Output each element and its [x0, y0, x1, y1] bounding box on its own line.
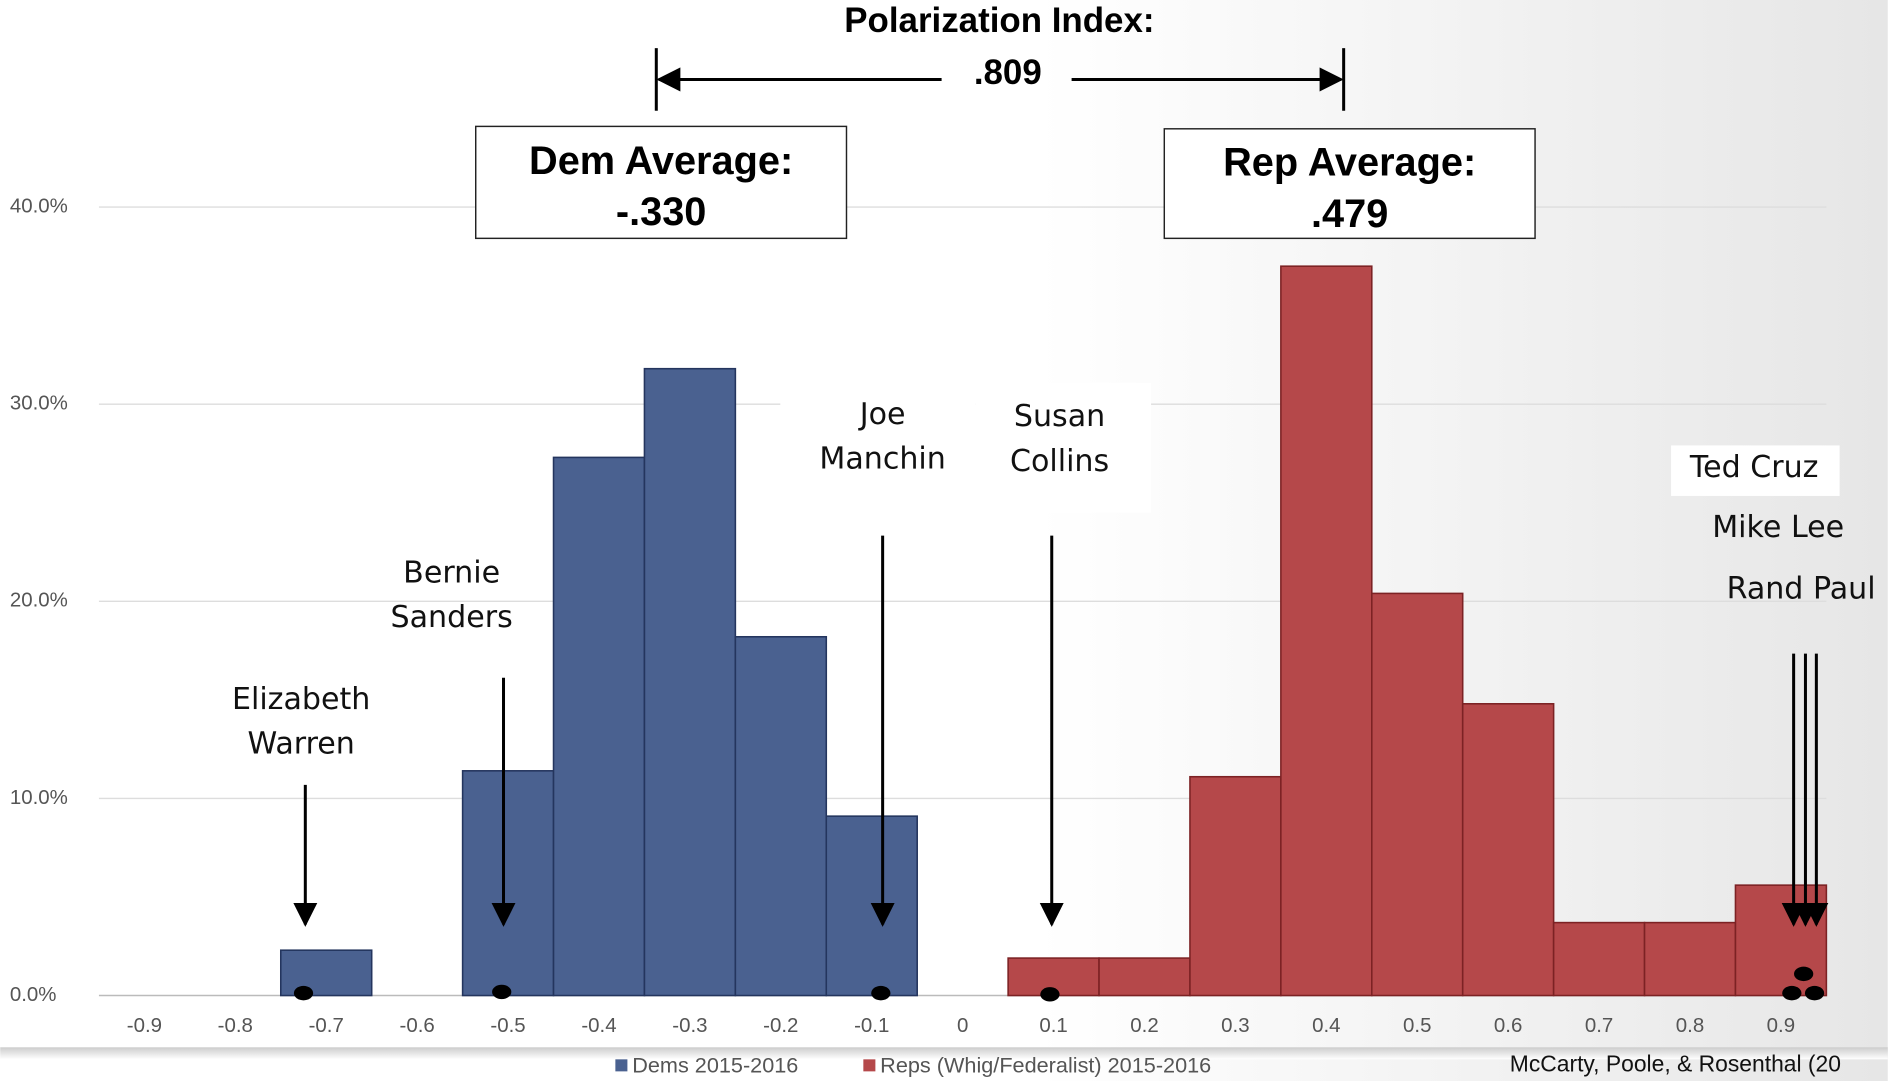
bar — [734, 635, 828, 997]
x-tick-label: 0.7 — [1585, 1014, 1613, 1037]
y-tick-label: 40.0% — [10, 194, 68, 217]
label-background — [975, 382, 1152, 513]
senator-label: Warren — [247, 727, 354, 762]
legend-swatch — [863, 1059, 876, 1072]
x-tick-label: 0.2 — [1130, 1014, 1158, 1037]
x-tick-label: 0.9 — [1767, 1014, 1795, 1037]
senator-label: Ted Cruz — [1689, 450, 1819, 485]
bar — [461, 770, 555, 997]
senator-label: Joe — [858, 397, 906, 432]
x-tick-label: 0.6 — [1494, 1014, 1522, 1037]
bar — [552, 456, 646, 997]
source: McCarty, Poole, & Rosenthal (20 — [1510, 1050, 1841, 1076]
senator-label: Elizabeth — [232, 682, 370, 717]
annotation: Rep Average: — [1223, 140, 1476, 184]
x-tick-label: -0.3 — [672, 1014, 707, 1037]
annotation: Dem Average: — [529, 139, 793, 183]
x-tick-label: 0.8 — [1676, 1014, 1704, 1037]
annotation-box — [1163, 128, 1536, 240]
label-background — [1671, 445, 1840, 496]
footer-band — [0, 1047, 1888, 1060]
polarization-value: .809 — [974, 53, 1042, 92]
y-tick-label: 10.0% — [10, 786, 68, 809]
x-tick-label: -0.2 — [763, 1014, 798, 1037]
senator-label: Mike Lee — [1712, 510, 1844, 545]
senator-label: Manchin — [819, 441, 945, 476]
senator-dot — [1782, 985, 1802, 1001]
x-tick-label: -0.9 — [127, 1014, 162, 1037]
annotation: -.330 — [616, 190, 707, 234]
bar — [825, 815, 918, 997]
x-tick-label: -0.5 — [490, 1014, 525, 1037]
y-tick-label: 30.0% — [10, 392, 68, 415]
bar — [279, 949, 373, 997]
senator-dot — [1040, 987, 1060, 1002]
senator-label: Rand Paul — [1727, 571, 1876, 606]
bar — [1461, 703, 1555, 997]
y-tick-label: 20.0% — [10, 589, 68, 612]
bar — [1734, 884, 1828, 997]
title: Polarization Index: — [844, 1, 1154, 40]
legend-swatch — [615, 1059, 628, 1072]
x-tick-label: 0.5 — [1403, 1014, 1431, 1037]
annotation: .479 — [1311, 192, 1388, 236]
bar — [643, 367, 737, 997]
legend-label: Reps (Whig/Federalist) 2015-2016 — [880, 1052, 1211, 1077]
x-tick-label: -0.7 — [309, 1014, 344, 1037]
senator-dot — [871, 985, 891, 1001]
x-tick-label: 0.1 — [1039, 1014, 1067, 1037]
bar — [1643, 921, 1737, 997]
senator-label: Sanders — [391, 600, 513, 635]
x-tick-label: -0.4 — [581, 1014, 616, 1037]
x-tick-label: -0.1 — [854, 1014, 889, 1037]
bar — [1552, 921, 1646, 997]
bar — [1371, 592, 1464, 997]
senator-dot — [492, 984, 512, 1000]
x-tick-label: 0.3 — [1221, 1014, 1249, 1037]
annotation-box — [475, 125, 848, 240]
senator-label: Bernie — [403, 556, 500, 591]
senator-label: Susan — [1014, 399, 1105, 434]
bar — [1280, 265, 1373, 997]
x-tick-label: 0 — [957, 1014, 968, 1037]
label-background — [780, 397, 976, 496]
x-tick-label: -0.6 — [400, 1014, 435, 1037]
x-tick-label: -0.8 — [218, 1014, 253, 1037]
legend-label: Dems 2015-2016 — [632, 1052, 798, 1077]
senator-label: Collins — [1010, 444, 1109, 479]
x-tick-label: 0.4 — [1312, 1014, 1340, 1037]
bar — [1189, 775, 1282, 997]
y-tick-label: 0.0% — [10, 983, 57, 1006]
senator-dot — [1804, 985, 1825, 1001]
senator-dot — [293, 985, 314, 1001]
bar — [1098, 957, 1191, 997]
senator-dot — [1794, 966, 1814, 982]
